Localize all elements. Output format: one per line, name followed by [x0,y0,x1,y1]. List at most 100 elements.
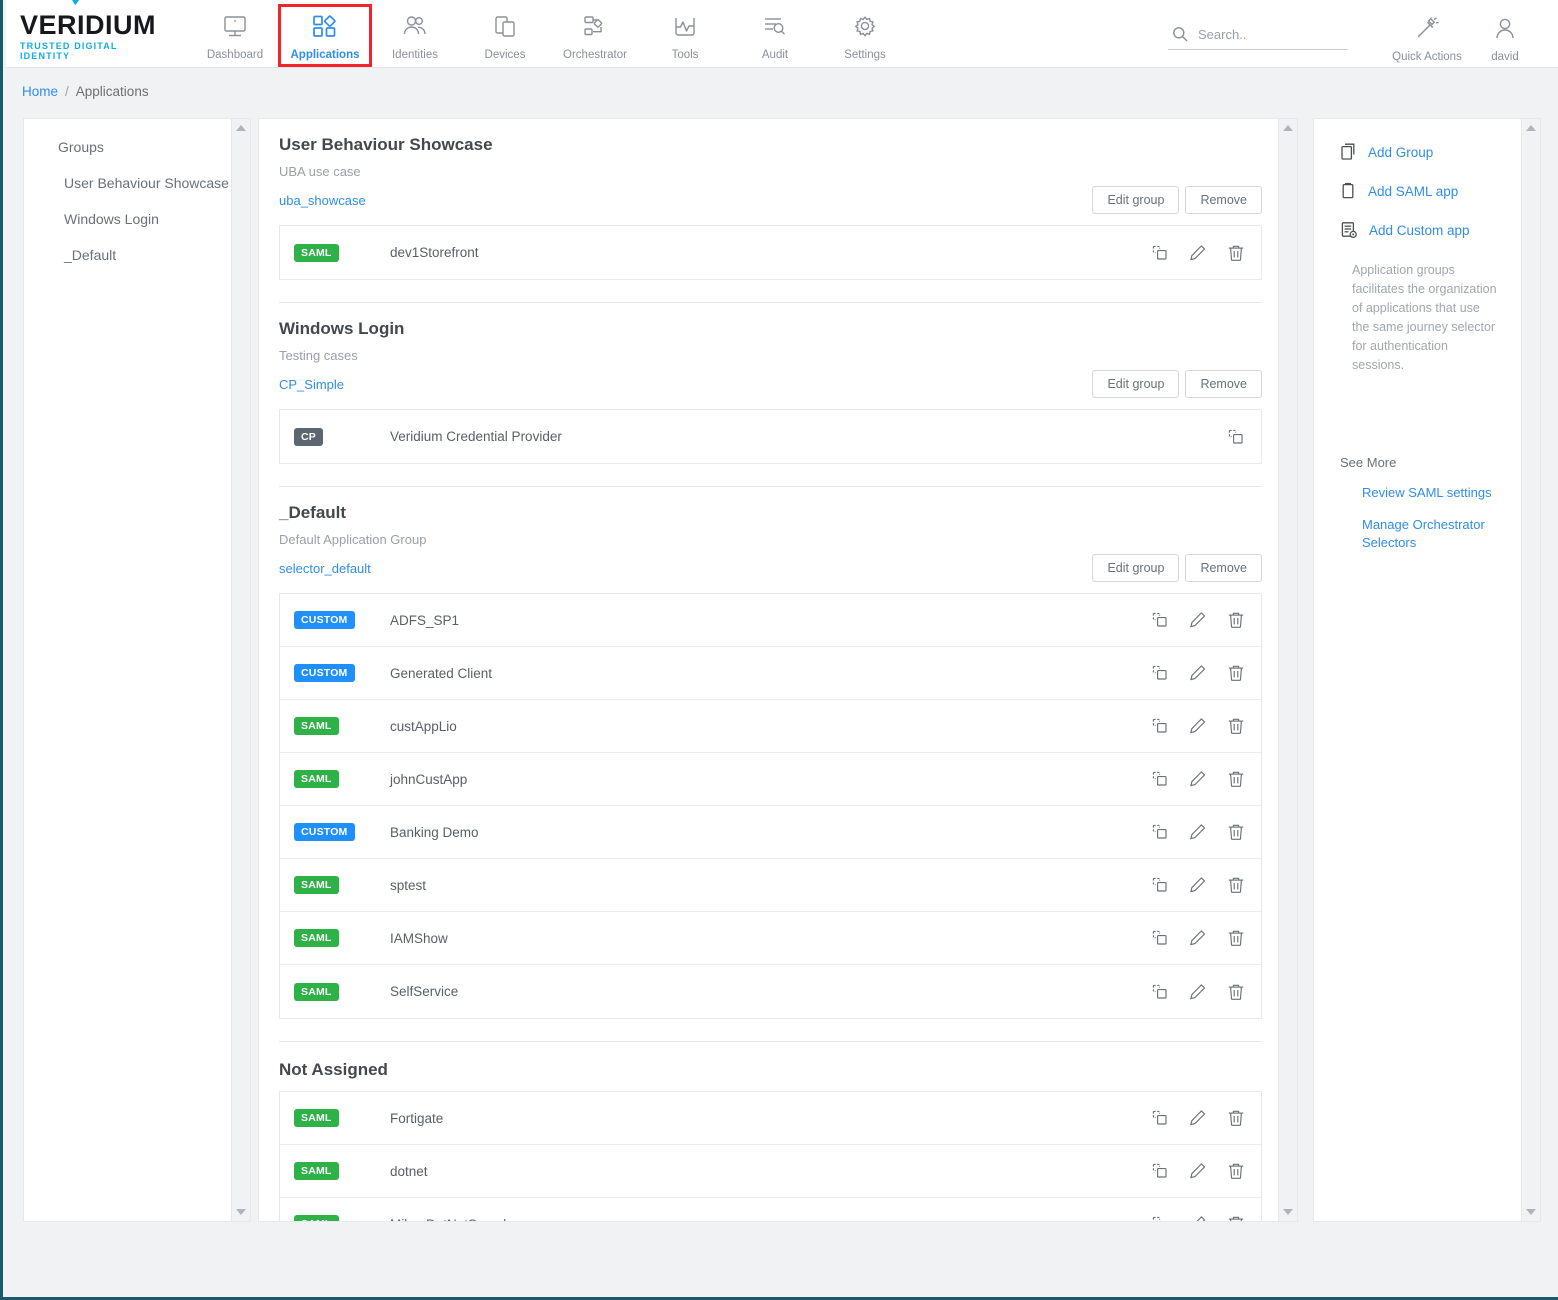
app-row[interactable]: CP Veridium Credential Provider [280,410,1261,463]
edit-app-button[interactable] [1189,770,1207,788]
edit-pencil-icon [1190,771,1206,787]
clone-app-button[interactable] [1151,983,1169,1001]
manage-orchestrator-selectors-link[interactable]: Manage Orchestrator Selectors [1362,517,1485,550]
clone-app-button[interactable] [1227,428,1245,446]
delete-app-button[interactable] [1227,929,1245,947]
sidebar-item-default[interactable]: _Default [64,247,117,263]
edit-app-button[interactable] [1189,823,1207,841]
sidebar-item-user-behaviour-showcase[interactable]: User Behaviour Showcase [64,175,229,191]
delete-app-button[interactable] [1227,611,1245,629]
delete-app-button[interactable] [1227,1109,1245,1127]
brand-tagline: TRUSTED DIGITAL IDENTITY [20,41,118,61]
scroll-down-icon[interactable] [236,1209,246,1215]
delete-app-button[interactable] [1227,770,1245,788]
sidebar-item-windows-login[interactable]: Windows Login [64,211,159,227]
clone-app-button[interactable] [1151,1162,1169,1180]
delete-app-button[interactable] [1227,244,1245,262]
add-group-button[interactable]: Add Group [1340,143,1526,161]
nav-item-devices[interactable]: Devices [460,6,550,65]
clone-app-button[interactable] [1151,876,1169,894]
app-row[interactable]: SAML johnCustApp [280,753,1261,806]
delete-trash-icon [1228,824,1244,840]
nav-item-applications[interactable]: Applications [278,4,372,67]
clone-app-button[interactable] [1151,823,1169,841]
clone-app-button[interactable] [1151,611,1169,629]
add-saml-app-button[interactable]: Add SAML app [1340,182,1526,200]
app-row[interactable]: CUSTOM ADFS_SP1 [280,594,1261,647]
nav-item-audit[interactable]: Audit [730,6,820,65]
sidebar-scrollbar[interactable] [231,119,250,1221]
edit-group-button[interactable]: Edit group [1092,186,1180,214]
edit-app-button[interactable] [1189,983,1207,1001]
quick-actions-button[interactable]: Quick Actions [1388,8,1466,67]
app-row[interactable]: SAML SelfService [280,965,1261,1018]
edit-app-button[interactable] [1189,1162,1207,1180]
edit-group-button[interactable]: Edit group [1092,554,1180,582]
clone-app-button[interactable] [1151,664,1169,682]
remove-group-button[interactable]: Remove [1185,186,1262,214]
edit-app-button[interactable] [1189,1215,1207,1221]
nav-item-dashboard[interactable]: Dashboard [190,6,280,65]
app-type-badge-wrap: SAML [294,982,390,1001]
delete-trash-icon [1228,877,1244,893]
edit-app-button[interactable] [1189,876,1207,894]
nav-item-tools[interactable]: Tools [640,6,730,65]
app-row[interactable]: SAML IAMShow [280,912,1261,965]
clone-app-button[interactable] [1151,1215,1169,1221]
delete-trash-icon [1228,665,1244,681]
brand-name: VERIDIUM [20,10,157,40]
edit-app-button[interactable] [1189,664,1207,682]
remove-group-button[interactable]: Remove [1185,554,1262,582]
clone-app-button[interactable] [1151,770,1169,788]
edit-app-button[interactable] [1189,929,1207,947]
edit-app-button[interactable] [1189,1109,1207,1127]
delete-app-button[interactable] [1227,823,1245,841]
clone-app-button[interactable] [1151,244,1169,262]
edit-app-button[interactable] [1189,717,1207,735]
app-row[interactable]: SAML dev1Storefront [280,226,1261,279]
actions-scrollbar[interactable] [1521,119,1540,1221]
breadcrumb-home[interactable]: Home [22,83,59,99]
app-row[interactable]: CUSTOM Banking Demo [280,806,1261,859]
edit-app-button[interactable] [1189,611,1207,629]
delete-app-button[interactable] [1227,664,1245,682]
search-input[interactable]: Search.. [1168,26,1348,50]
app-type-badge: SAML [294,770,339,788]
group-selector-link[interactable]: uba_showcase [279,192,366,208]
delete-app-button[interactable] [1227,717,1245,735]
app-row[interactable]: SAML sptest [280,859,1261,912]
review-saml-settings-link[interactable]: Review SAML settings [1362,485,1492,500]
clone-icon [1152,1216,1161,1221]
clone-app-button[interactable] [1151,717,1169,735]
clone-icon [1152,1163,1167,1178]
group-selector-link[interactable]: CP_Simple [279,376,345,392]
add-custom-app-button[interactable]: Add Custom app [1340,221,1526,239]
delete-app-button[interactable] [1227,983,1245,1001]
app-row[interactable]: CUSTOM Generated Client [280,647,1261,700]
delete-app-button[interactable] [1227,876,1245,894]
scroll-up-icon[interactable] [236,125,246,131]
user-menu[interactable]: david [1466,8,1544,67]
remove-group-button[interactable]: Remove [1185,370,1262,398]
nav-item-orchestrator[interactable]: Orchestrator [550,6,640,65]
clone-app-button[interactable] [1151,1109,1169,1127]
app-row[interactable]: SAML custAppLio [280,700,1261,753]
app-row[interactable]: SAML Milos-DotNetSample [280,1198,1261,1221]
app-row-actions [1151,611,1245,629]
nav-item-identities[interactable]: Identities [370,6,460,65]
scroll-down-icon[interactable] [1526,1209,1536,1215]
applications-scrollbar[interactable] [1278,119,1297,1221]
scroll-up-icon[interactable] [1283,125,1293,131]
delete-app-button[interactable] [1227,1162,1245,1180]
nav-item-settings[interactable]: Settings [820,6,910,65]
delete-app-button[interactable] [1227,1215,1245,1221]
scroll-up-icon[interactable] [1526,125,1536,131]
group-selector-link[interactable]: selector_default [279,560,371,576]
clone-app-button[interactable] [1151,929,1169,947]
app-row[interactable]: SAML Fortigate [280,1092,1261,1145]
edit-group-button[interactable]: Edit group [1092,370,1180,398]
app-row[interactable]: SAML dotnet [280,1145,1261,1198]
brand-logo[interactable]: VERIDIUM TRUSTED DIGITAL IDENTITY [6,0,166,61]
scroll-down-icon[interactable] [1283,1209,1293,1215]
edit-app-button[interactable] [1189,244,1207,262]
